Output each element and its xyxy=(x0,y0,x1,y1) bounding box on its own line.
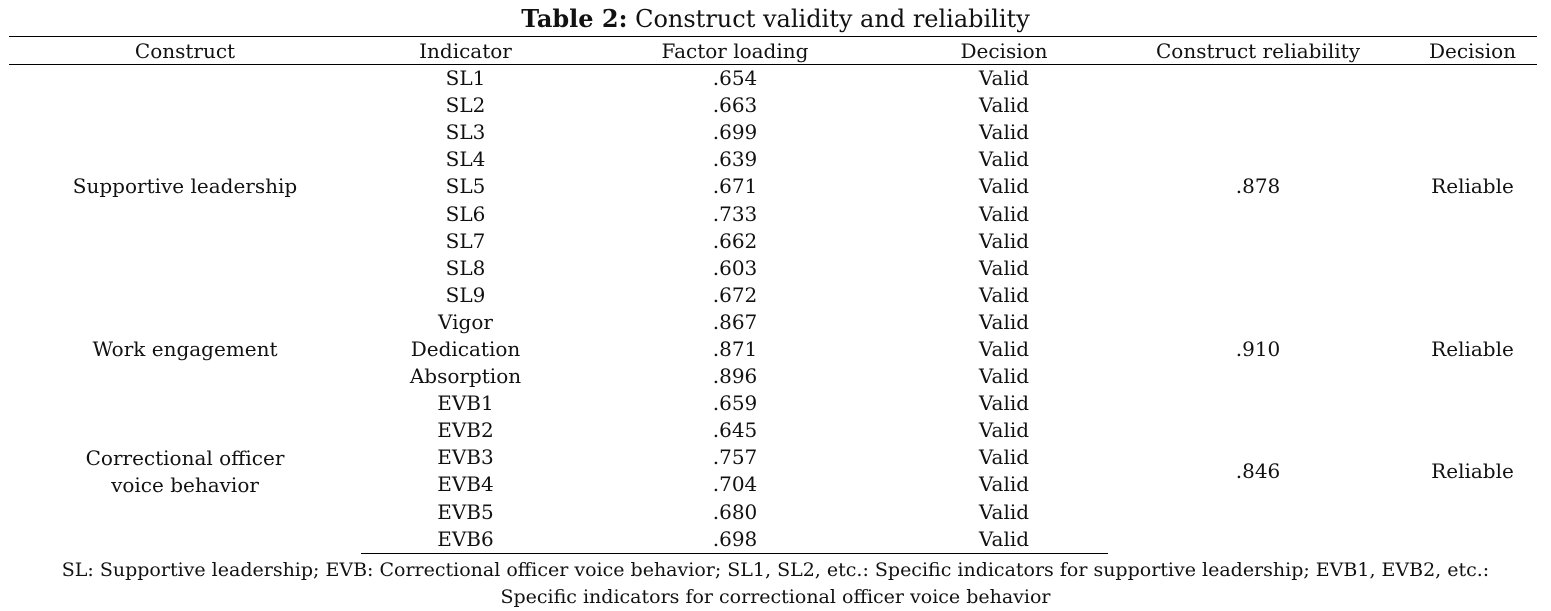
table-caption: Table 2: Construct validity and reliabil… xyxy=(0,4,1551,34)
indicator-cell: Dedication xyxy=(410,336,521,361)
decision-cell: Valid xyxy=(978,93,1030,118)
decision-cell: Valid xyxy=(978,499,1030,524)
reliability-decision-cell: Reliable xyxy=(1431,459,1514,484)
construct-reliability-cell: .910 xyxy=(1235,336,1281,361)
header-factor-loading: Factor loading xyxy=(570,36,900,65)
table-row: EVB3 .757 Valid xyxy=(9,444,1537,471)
factor-loading-cell: .663 xyxy=(712,93,758,118)
header-decision: Decision xyxy=(900,36,1108,65)
factor-loading-cell: .671 xyxy=(712,174,758,199)
factor-loading-cell: .603 xyxy=(712,255,758,280)
indicator-cell: SL9 xyxy=(445,282,486,307)
decision-cell: Valid xyxy=(978,66,1030,91)
factor-loading-cell: .871 xyxy=(712,336,758,361)
indicator-cell: SL1 xyxy=(445,66,486,91)
decision-cell: Valid xyxy=(978,472,1030,497)
table-row: EVB6.698 Valid xyxy=(9,525,1537,554)
table-caption-label: Table 2: xyxy=(521,4,628,33)
decision-cell: Valid xyxy=(978,255,1030,280)
indicator-cell: SL8 xyxy=(445,255,486,280)
table-row: SL6 .733 Valid xyxy=(9,200,1537,227)
decision-cell: Valid xyxy=(978,309,1030,334)
table-body: Supportive leadership SL1 .654 Valid .878 Rel… xyxy=(9,65,1537,554)
table-row: SL9 .672 Valid xyxy=(9,282,1537,309)
decision-cell: Valid xyxy=(978,120,1030,145)
construct-reliability-cell: .846 xyxy=(1235,459,1281,484)
factor-loading-cell: .867 xyxy=(712,309,758,334)
reliability-decision-cell: Reliable xyxy=(1431,174,1514,199)
decision-cell: Valid xyxy=(978,201,1030,226)
indicator-cell: SL2 xyxy=(445,93,486,118)
decision-cell: Valid xyxy=(978,418,1030,443)
indicator-cell: EVB1 xyxy=(437,391,494,416)
indicator-cell: SL5 xyxy=(445,174,486,199)
decision-cell: Valid xyxy=(978,282,1030,307)
table-row: Dedication .871 Valid xyxy=(9,336,1537,363)
decision-cell: Valid xyxy=(978,336,1030,361)
decision-cell: Valid xyxy=(978,364,1030,389)
decision-cell: Valid xyxy=(900,525,1108,554)
table-caption-text: Construct validity and reliability xyxy=(635,5,1030,33)
construct-cell: Correctional officer voice behavior xyxy=(85,445,285,497)
indicator-cell: SL4 xyxy=(445,147,486,172)
table-row: SL2 .663 Valid xyxy=(9,92,1537,119)
table-row: Correctional officer voice behavior EVB1.… xyxy=(9,390,1537,496)
table-notes: SL: Supportive leadership; EVB: Correcti… xyxy=(61,559,1490,608)
table-row: EVB2 .645 Valid xyxy=(9,417,1537,444)
factor-loading-cell: .645 xyxy=(712,418,758,443)
table-row: EVB4 .704 Valid xyxy=(9,471,1537,498)
factor-loading-cell: .680 xyxy=(712,499,758,524)
table-row: Supportive leadership SL1 .654 Valid .878 Rel… xyxy=(9,65,1537,198)
indicator-cell: EVB5 xyxy=(437,499,494,524)
indicator-cell: SL7 xyxy=(445,228,486,253)
factor-loading-cell: .672 xyxy=(712,282,758,307)
indicator-cell: SL6 xyxy=(445,201,486,226)
header-indicator: Indicator xyxy=(361,36,570,65)
table-row: SL3 .699 Valid xyxy=(9,119,1537,146)
table-row: Absorption .896 Valid xyxy=(9,363,1537,390)
indicator-cell: EVB2 xyxy=(437,418,494,443)
decision-cell: Valid xyxy=(978,391,1030,416)
factor-loading-cell: .662 xyxy=(712,228,758,253)
table-row: SL5 .671 Valid xyxy=(9,173,1537,200)
reliability-decision-cell: Reliable xyxy=(1431,336,1514,361)
decision-cell: Valid xyxy=(978,147,1030,172)
header-construct: Construct xyxy=(9,36,361,65)
factor-loading-cell: .699 xyxy=(712,120,758,145)
factor-loading-cell: .639 xyxy=(712,147,758,172)
factor-loading-cell: .698 xyxy=(570,525,900,554)
indicator-cell: SL3 xyxy=(445,120,486,145)
table-row: SL4 .639 Valid xyxy=(9,146,1537,173)
decision-cell: Valid xyxy=(978,174,1030,199)
header-decision-reliability: Decision xyxy=(1408,36,1537,65)
factor-loading-cell: .757 xyxy=(712,445,758,470)
factor-loading-cell: .659 xyxy=(712,391,758,416)
decision-cell: Valid xyxy=(978,445,1030,470)
factor-loading-cell: .733 xyxy=(712,201,758,226)
factor-loading-cell: .654 xyxy=(712,66,758,91)
indicator-cell: EVB3 xyxy=(437,445,494,470)
validity-reliability-table: Construct Indicator Factor loading Decis… xyxy=(9,36,1537,554)
table-row: SL8 .603 Valid xyxy=(9,255,1537,282)
factor-loading-cell: .704 xyxy=(712,472,758,497)
indicator-cell: EVB4 xyxy=(437,472,494,497)
indicator-cell: Vigor xyxy=(438,309,493,334)
table-row: SL7 .662 Valid xyxy=(9,228,1537,255)
construct-reliability-cell: .878 xyxy=(1235,174,1281,199)
header-construct-reliability: Construct reliability xyxy=(1108,36,1408,65)
factor-loading-cell: .896 xyxy=(712,364,758,389)
construct-cell: Supportive leadership xyxy=(72,174,298,199)
indicator-cell: EVB6 xyxy=(361,525,570,554)
indicator-cell: Absorption xyxy=(409,364,522,389)
header-row: Construct Indicator Factor loading Decis… xyxy=(9,36,1537,65)
table-row: EVB5 .680 Valid xyxy=(9,499,1537,526)
table-row: Work engagement Vigor .867 Valid .910 Reliabl… xyxy=(9,309,1537,361)
construct-cell: Work engagement xyxy=(92,336,278,361)
decision-cell: Valid xyxy=(978,228,1030,253)
